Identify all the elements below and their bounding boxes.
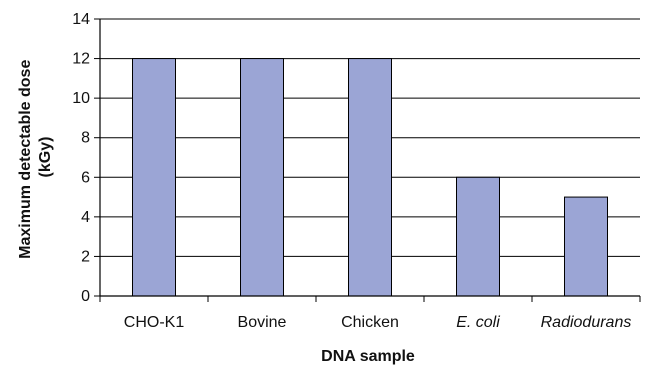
y-tick-label-2: 4 [81, 209, 90, 226]
y-axis-title-line-2: (kGy) [37, 137, 54, 178]
x-category-label-0: CHO-K1 [124, 314, 185, 331]
y-tick-labels: 0 2 4 6 8 10 12 14 [72, 11, 90, 305]
x-category-label-4: Radiodurans [541, 314, 632, 331]
x-category-label-1: Bovine [238, 314, 287, 331]
y-tick-label-3: 6 [81, 169, 90, 186]
y-tick-label-4: 8 [81, 130, 90, 147]
bar-1 [240, 58, 284, 297]
x-axis-title: DNA sample [321, 348, 415, 365]
x-category-label-3: E. coli [456, 314, 500, 331]
y-tick-label-6: 12 [72, 51, 90, 68]
y-tick-label-7: 14 [72, 11, 90, 28]
y-tick-label-5: 10 [72, 90, 90, 107]
x-category-labels: CHO-K1 Bovine Chicken E. coli Radiodurans [124, 314, 632, 331]
y-axis-title-line-1: Maximum detectable dose [17, 60, 34, 259]
y-tick-label-0: 0 [81, 288, 90, 305]
y-axis-title: Maximum detectable dose (kGy) [17, 55, 54, 259]
y-tick-label-1: 2 [81, 248, 90, 265]
bar-2 [348, 58, 392, 297]
bar-0 [132, 58, 176, 297]
axes [94, 18, 641, 302]
bar-3 [456, 176, 500, 297]
bars [132, 58, 608, 297]
bar-4 [564, 196, 608, 297]
x-category-label-2: Chicken [341, 314, 399, 331]
